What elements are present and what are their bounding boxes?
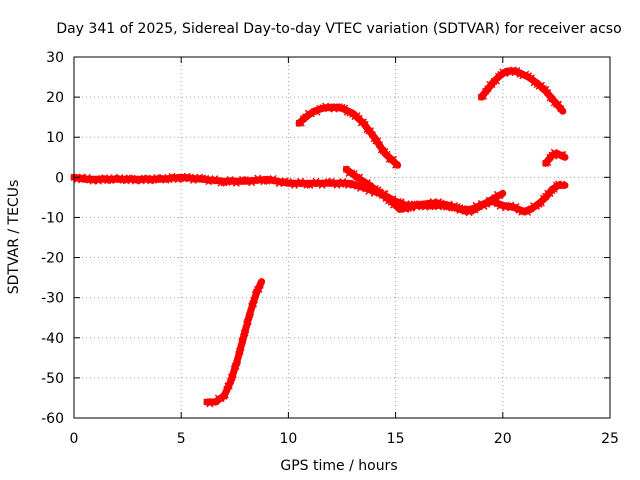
data-point [544, 159, 552, 167]
x-tick-label: 10 [279, 431, 297, 447]
y-tick-label: -10 [41, 210, 64, 226]
data-point [557, 151, 565, 159]
data-point [374, 137, 382, 145]
data-point [255, 285, 263, 293]
y-tick-label: 0 [55, 170, 64, 186]
y-tick-label: -30 [41, 291, 64, 307]
data-point [367, 127, 375, 135]
data-point [496, 192, 504, 200]
data-point [234, 356, 242, 365]
data-point [333, 102, 341, 111]
series-rising-segment [203, 278, 266, 408]
y-tick-label: -20 [41, 251, 64, 267]
data-point [518, 208, 526, 216]
plot-series [70, 66, 569, 408]
y-tick-label: 30 [46, 50, 64, 66]
x-tick-label: 20 [494, 431, 512, 447]
data-point [341, 104, 349, 112]
data-point [542, 85, 550, 93]
data-point [557, 104, 565, 113]
y-tick-label: 20 [46, 90, 64, 106]
plot-frame [73, 56, 611, 419]
data-point [242, 326, 250, 334]
data-point [290, 181, 299, 189]
data-point [550, 185, 558, 193]
grid [74, 57, 610, 418]
x-tick-label: 5 [177, 431, 186, 447]
data-point [544, 89, 552, 97]
data-point [250, 296, 258, 304]
data-point [479, 92, 488, 100]
x-tick-label: 15 [387, 431, 405, 447]
data-point [368, 131, 376, 139]
data-point [375, 141, 384, 149]
data-point [537, 199, 545, 207]
data-point [527, 74, 535, 82]
x-axis-label: GPS time / hours [280, 458, 397, 474]
data-point [421, 201, 429, 209]
y-tick-label: -40 [41, 331, 64, 347]
data-point [544, 189, 552, 197]
data-point [225, 382, 233, 390]
y-tick-label: 10 [46, 130, 64, 146]
data-point [254, 285, 262, 293]
data-point [542, 159, 550, 167]
data-point [342, 165, 350, 173]
series-falling-arc [342, 165, 507, 215]
data-point [256, 281, 264, 289]
data-point [486, 80, 494, 89]
data-point [247, 308, 255, 316]
series-late-short [542, 148, 569, 167]
axis-ticks: 0 5 10 15 20 25 -60 -50 -40 -30 -20 -10 0 10 20 30 [41, 50, 619, 447]
data-point [237, 344, 245, 352]
data-point [387, 156, 395, 164]
data-point [297, 119, 305, 127]
data-point [490, 77, 498, 86]
data-point [361, 120, 369, 128]
x-tick-label: 25 [601, 431, 619, 447]
series-hump-midday [295, 102, 402, 169]
y-axis-label: SDTVAR / TECUs [6, 180, 22, 295]
data-point [492, 77, 500, 85]
data-point [229, 371, 237, 379]
data-point [477, 93, 485, 101]
data-point [554, 100, 563, 108]
x-tick-label: 0 [70, 431, 79, 447]
y-tick-label: -60 [41, 411, 64, 427]
data-point [221, 391, 229, 399]
data-point [445, 203, 453, 211]
data-point [558, 180, 566, 188]
series-baseline-trace [70, 172, 569, 217]
data-point [224, 382, 232, 390]
data-point [389, 155, 398, 163]
data-point [356, 173, 364, 181]
data-point [483, 200, 491, 208]
series-hump-evening [477, 66, 567, 115]
data-point [559, 150, 567, 159]
y-tick-label: -50 [41, 371, 64, 387]
data-point [379, 190, 387, 198]
data-point [393, 161, 401, 169]
data-point [245, 313, 253, 321]
chart-title: Day 341 of 2025, Sidereal Day-to-day VTE… [56, 21, 621, 37]
